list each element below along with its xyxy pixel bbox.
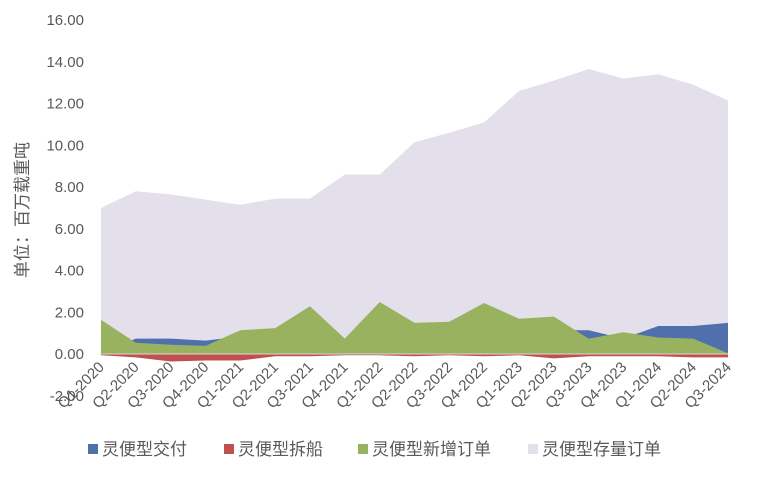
legend-item: 灵便型新增订单 (358, 440, 491, 460)
y-tick-label: 16.00 (46, 12, 84, 29)
legend-item: 灵便型拆船 (224, 440, 323, 460)
y-tick-label: 2.00 (55, 304, 84, 321)
legend-label: 灵便型新增订单 (372, 440, 491, 460)
area-series-3 (101, 302, 728, 355)
legend-label: 灵便型拆船 (238, 440, 323, 460)
y-tick-label: 12.00 (46, 96, 84, 113)
legend-label: 灵便型存量订单 (542, 440, 661, 460)
legend-item: 灵便型交付 (88, 440, 187, 460)
legend-swatch (224, 444, 234, 454)
area-series-4 (101, 354, 728, 362)
y-tick-label: 8.00 (55, 179, 84, 196)
legend-swatch (528, 444, 538, 454)
y-axis-label: 单位：百万载重吨 (13, 142, 33, 278)
y-tick-label: 14.00 (46, 54, 84, 71)
y-tick-label: -2.00 (50, 388, 84, 405)
legend-swatch (88, 444, 98, 454)
chart-areas (100, 69, 729, 362)
x-axis-ticks: Q1-2020Q2-2020Q3-2020Q4-2020Q1-2021Q2-20… (55, 359, 735, 412)
legend-item: 灵便型存量订单 (528, 440, 661, 460)
y-tick-label: 0.00 (55, 346, 84, 363)
area-series-1 (101, 69, 728, 355)
y-tick-label: 4.00 (55, 263, 84, 280)
legend-swatch (358, 444, 368, 454)
chart-legend: 灵便型交付 灵便型拆船 灵便型新增订单 灵便型存量订单 (88, 440, 661, 460)
legend-label: 灵便型交付 (102, 440, 187, 460)
y-axis-ticks: -2.00 0.00 2.00 4.00 6.00 8.00 10.00 12.00 14.00… (46, 12, 84, 405)
y-tick-label: 10.00 (46, 137, 84, 154)
y-tick-label: 6.00 (55, 221, 84, 238)
